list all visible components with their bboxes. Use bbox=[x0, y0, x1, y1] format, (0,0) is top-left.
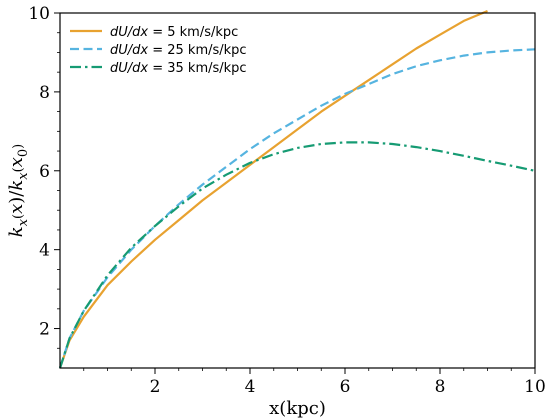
x-axis-label: x(kpc) bbox=[269, 398, 326, 419]
y-tick-label: 6 bbox=[39, 162, 50, 182]
x-axis-ticks: 2 4 6 8 10 bbox=[83, 368, 546, 397]
y-axis-label: kx(x)/kx(x0) bbox=[6, 144, 31, 237]
x-tick-label: 8 bbox=[435, 377, 446, 397]
legend: dU/dx = 5 km/s/kpc dU/dx = 25 km/s/kpc dU/… bbox=[70, 25, 247, 76]
y-tick-label: 10 bbox=[28, 4, 50, 24]
series-line-2 bbox=[58, 48, 536, 369]
x-tick-label: 4 bbox=[245, 377, 256, 397]
series-line-3 bbox=[58, 141, 536, 369]
plot-series bbox=[58, 9, 536, 369]
y-tick-label: 8 bbox=[39, 83, 50, 103]
y-axis-ticks: 2 4 6 8 10 bbox=[28, 4, 60, 349]
x-tick-label: 6 bbox=[340, 377, 351, 397]
legend-entry: dU/dx = 5 km/s/kpc bbox=[110, 25, 238, 40]
legend-entry: dU/dx = 35 km/s/kpc bbox=[110, 61, 247, 76]
series-line-1 bbox=[58, 9, 488, 369]
y-tick-label: 2 bbox=[39, 320, 50, 340]
x-tick-label: 2 bbox=[150, 377, 161, 397]
legend-entry: dU/dx = 25 km/s/kpc bbox=[110, 43, 247, 58]
x-tick-label: 10 bbox=[524, 377, 546, 397]
y-tick-label: 4 bbox=[39, 241, 50, 261]
